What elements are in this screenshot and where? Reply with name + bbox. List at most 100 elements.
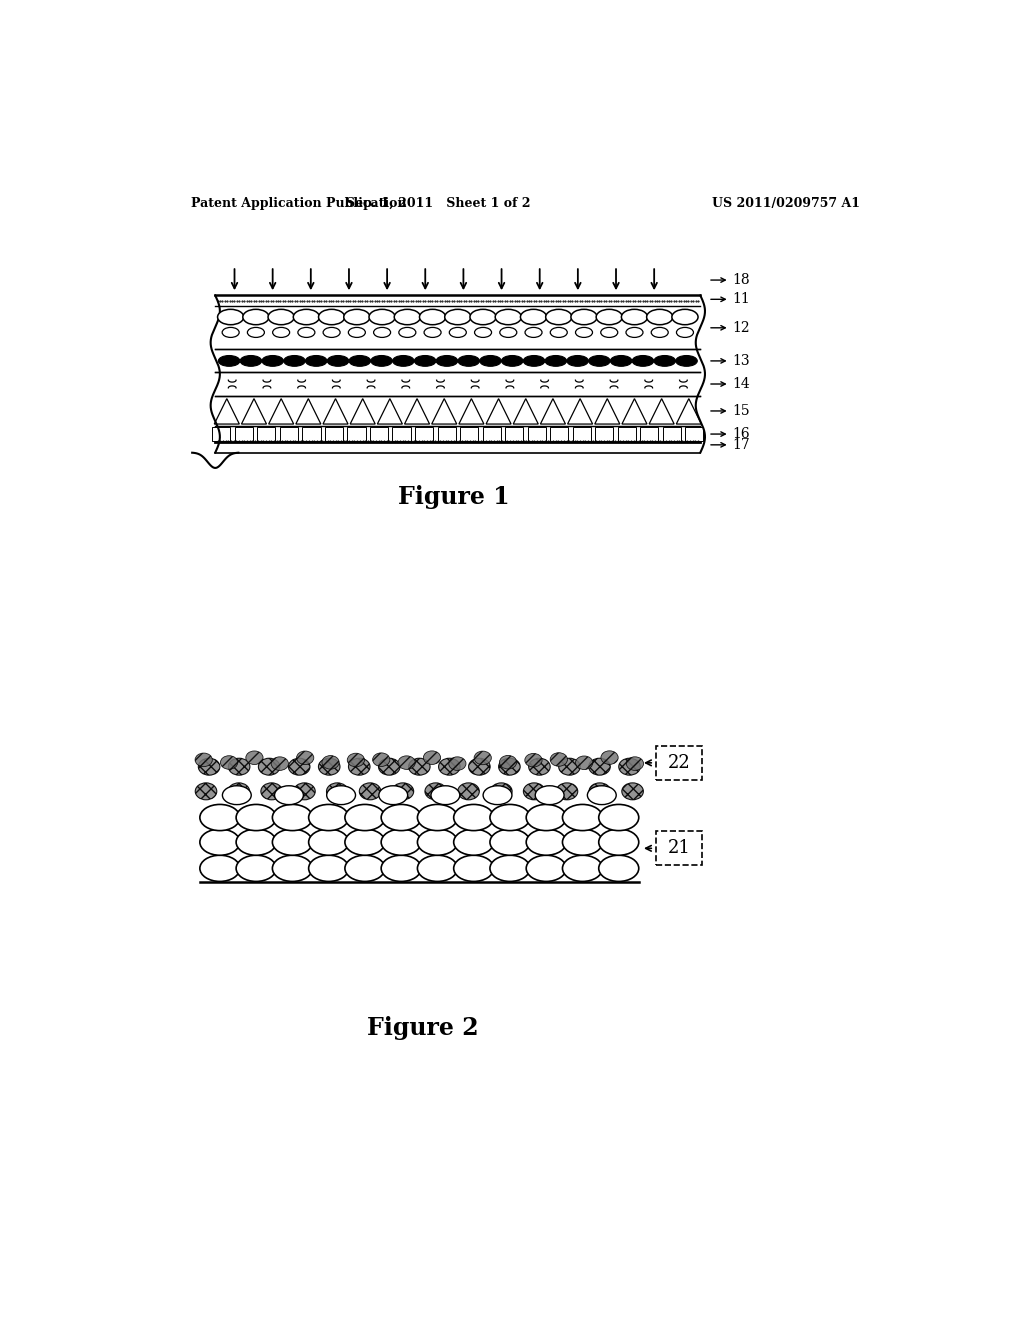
Ellipse shape	[237, 829, 276, 855]
Ellipse shape	[298, 327, 315, 338]
Ellipse shape	[318, 758, 340, 775]
Ellipse shape	[646, 309, 673, 325]
Ellipse shape	[489, 855, 530, 882]
Ellipse shape	[369, 309, 395, 325]
Ellipse shape	[392, 355, 414, 367]
FancyBboxPatch shape	[655, 746, 701, 780]
Ellipse shape	[454, 804, 494, 830]
Ellipse shape	[523, 783, 545, 800]
Ellipse shape	[651, 327, 669, 338]
Ellipse shape	[601, 751, 618, 764]
Ellipse shape	[523, 355, 545, 367]
Ellipse shape	[536, 785, 564, 805]
Ellipse shape	[398, 756, 416, 770]
Ellipse shape	[381, 829, 421, 855]
Ellipse shape	[438, 758, 460, 775]
Ellipse shape	[490, 783, 512, 800]
Text: 14: 14	[733, 378, 751, 391]
Bar	[280, 428, 298, 441]
Ellipse shape	[479, 355, 502, 367]
Ellipse shape	[562, 855, 602, 882]
Text: 15: 15	[733, 404, 751, 418]
Ellipse shape	[610, 355, 632, 367]
Ellipse shape	[327, 783, 348, 800]
Bar	[437, 428, 456, 441]
Ellipse shape	[272, 804, 312, 830]
Ellipse shape	[444, 309, 471, 325]
Ellipse shape	[601, 327, 617, 338]
Bar	[347, 428, 366, 441]
Ellipse shape	[599, 804, 639, 830]
Text: 16: 16	[733, 428, 751, 441]
Ellipse shape	[228, 758, 250, 775]
Ellipse shape	[345, 855, 385, 882]
Ellipse shape	[599, 829, 639, 855]
Ellipse shape	[272, 855, 312, 882]
Ellipse shape	[418, 804, 458, 830]
Ellipse shape	[469, 758, 490, 775]
Ellipse shape	[483, 785, 512, 805]
Ellipse shape	[525, 327, 542, 338]
Ellipse shape	[420, 309, 445, 325]
Ellipse shape	[588, 785, 616, 805]
Ellipse shape	[348, 327, 366, 338]
Ellipse shape	[589, 758, 610, 775]
Ellipse shape	[237, 855, 276, 882]
Ellipse shape	[526, 855, 566, 882]
Ellipse shape	[550, 327, 567, 338]
Ellipse shape	[596, 309, 623, 325]
Ellipse shape	[196, 754, 212, 767]
Ellipse shape	[379, 785, 408, 805]
Text: 11: 11	[733, 292, 751, 306]
Ellipse shape	[556, 783, 578, 800]
Bar	[370, 428, 388, 441]
Ellipse shape	[345, 804, 385, 830]
Ellipse shape	[500, 327, 517, 338]
Ellipse shape	[423, 751, 440, 764]
Ellipse shape	[489, 804, 530, 830]
Ellipse shape	[425, 783, 446, 800]
Ellipse shape	[240, 355, 262, 367]
Ellipse shape	[622, 783, 643, 800]
Ellipse shape	[374, 327, 390, 338]
Ellipse shape	[243, 309, 269, 325]
Bar	[257, 428, 275, 441]
Ellipse shape	[327, 785, 355, 805]
Ellipse shape	[200, 855, 240, 882]
Bar	[550, 428, 568, 441]
Ellipse shape	[398, 327, 416, 338]
Ellipse shape	[520, 309, 547, 325]
Bar	[460, 428, 478, 441]
Ellipse shape	[308, 804, 349, 830]
Ellipse shape	[222, 327, 240, 338]
Ellipse shape	[627, 756, 643, 771]
Ellipse shape	[575, 327, 593, 338]
Ellipse shape	[474, 751, 492, 764]
Ellipse shape	[344, 309, 370, 325]
Bar	[302, 428, 321, 441]
Bar	[392, 428, 411, 441]
Ellipse shape	[470, 309, 497, 325]
Ellipse shape	[571, 309, 597, 325]
Ellipse shape	[328, 355, 349, 367]
Ellipse shape	[272, 327, 290, 338]
Ellipse shape	[424, 327, 441, 338]
Ellipse shape	[394, 309, 421, 325]
Ellipse shape	[415, 355, 436, 367]
Text: 22: 22	[668, 754, 690, 772]
Ellipse shape	[559, 758, 581, 775]
Ellipse shape	[305, 355, 327, 367]
Bar	[527, 428, 546, 441]
Ellipse shape	[324, 327, 340, 338]
Ellipse shape	[222, 785, 251, 805]
Ellipse shape	[618, 758, 640, 775]
Ellipse shape	[237, 804, 276, 830]
Ellipse shape	[496, 309, 521, 325]
Ellipse shape	[562, 804, 602, 830]
Ellipse shape	[284, 355, 305, 367]
Ellipse shape	[293, 309, 319, 325]
Text: 17: 17	[733, 438, 751, 451]
Ellipse shape	[528, 758, 550, 775]
Ellipse shape	[418, 855, 458, 882]
Ellipse shape	[677, 327, 693, 338]
